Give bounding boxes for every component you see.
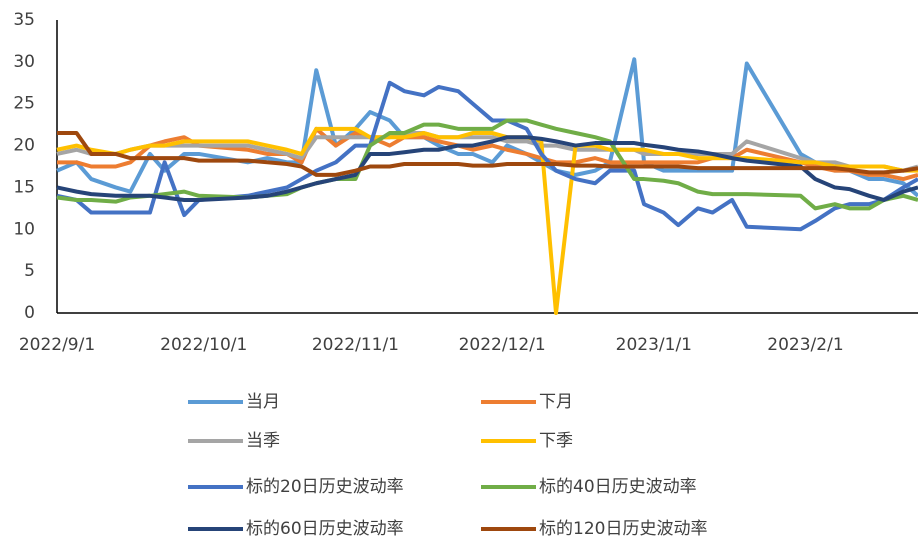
x-tick-label: 2023/2/1: [767, 335, 843, 355]
x-tick-label: 2022/9/1: [19, 335, 95, 355]
legend-label: 下季: [539, 431, 573, 451]
legend-label: 当月: [246, 392, 280, 412]
y-tick-label: 25: [13, 94, 35, 114]
x-tick-label: 2023/1/1: [616, 335, 692, 355]
y-tick-label: 10: [13, 219, 35, 239]
series-line: [57, 131, 918, 177]
y-tick-label: 30: [13, 52, 35, 72]
y-tick-label: 35: [13, 10, 35, 30]
y-tick-label: 0: [24, 303, 35, 323]
x-tick-label: 2022/10/1: [160, 335, 247, 355]
series-line: [56, 135, 918, 202]
legend-label: 标的40日历史波动率: [539, 477, 697, 497]
y-tick-label: 5: [24, 261, 35, 281]
series-line: [56, 131, 918, 173]
series-line: [56, 118, 918, 211]
series-line: [56, 80, 918, 232]
y-tick-label: 15: [13, 177, 35, 197]
y-tick-label: 20: [13, 136, 35, 156]
legend-label: 下月: [539, 392, 573, 412]
series-line: [56, 126, 918, 315]
legend-label: 标的20日历史波动率: [246, 477, 404, 497]
x-tick-label: 2022/12/1: [459, 335, 546, 355]
series-line: [56, 57, 918, 198]
legend-label: 标的120日历史波动率: [539, 519, 707, 539]
x-tick-label: 2022/11/1: [312, 335, 399, 355]
legend-label: 标的60日历史波动率: [246, 519, 404, 539]
legend-label: 当季: [246, 431, 280, 451]
